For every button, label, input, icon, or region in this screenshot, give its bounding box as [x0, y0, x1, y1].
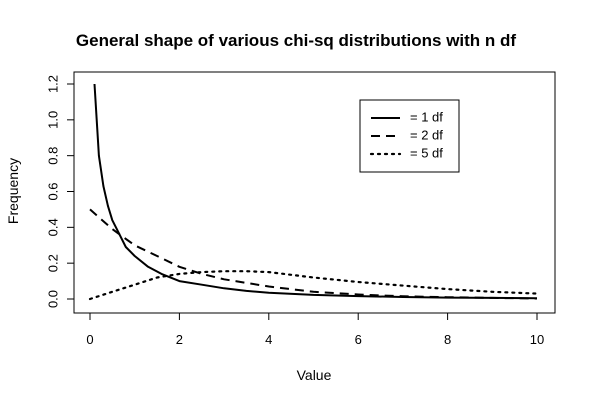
legend-label-3: = 5 df [410, 145, 443, 160]
x-tick-label: 8 [444, 332, 451, 347]
y-tick-label: 0.0 [45, 290, 60, 308]
legend: = 1 df = 2 df = 5 df [359, 99, 460, 173]
series-line-3 [88, 270, 539, 301]
legend-label-1: = 1 df [410, 109, 443, 124]
plot-layer: 0 2 4 6 8 10 0.0 0.2 0.4 0.6 0.8 1.0 1.2 = 1 df = 2 df… [45, 71, 556, 347]
x-tick-label: 0 [86, 332, 93, 347]
y-tick-label: 0.2 [45, 254, 60, 272]
y-tick-label: 0.6 [45, 182, 60, 200]
y-tick-label: 0.4 [45, 218, 60, 236]
x-tick-label: 4 [265, 332, 272, 347]
chart-title: General shape of various chi-sq distribu… [76, 31, 517, 50]
series-line-2 [89, 208, 538, 300]
series-line-1 [93, 83, 538, 300]
y-tick-label: 1.2 [45, 75, 60, 93]
y-tick-label: 0.8 [45, 147, 60, 165]
y-axis-label: Frequency [5, 158, 21, 224]
x-tick-label: 10 [530, 332, 544, 347]
x-tick-label: 6 [355, 332, 362, 347]
legend-label-2: = 2 df [410, 127, 443, 142]
x-tick-label: 2 [176, 332, 183, 347]
x-axis-label: Value [297, 367, 332, 383]
y-tick-label: 1.0 [45, 111, 60, 129]
plot-area-frame [73, 71, 556, 314]
